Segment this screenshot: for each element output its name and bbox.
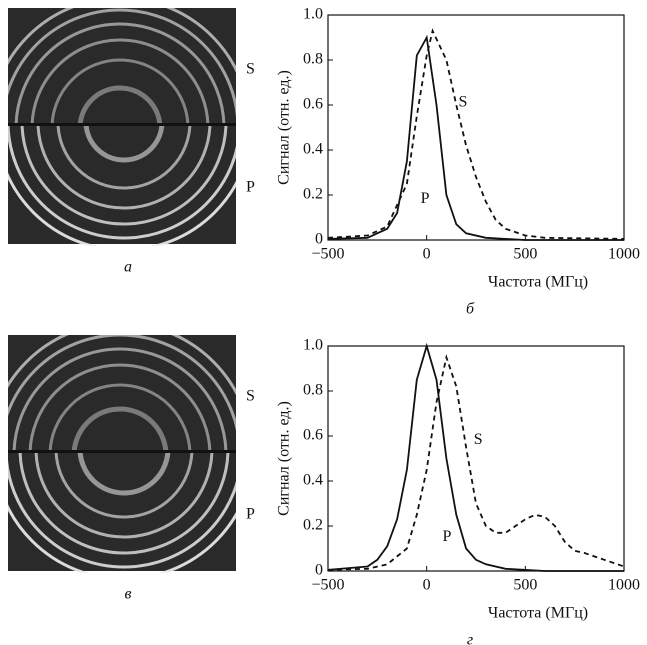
y-axis-label: Сигнал (отн. ед.) bbox=[276, 70, 293, 185]
caption: г bbox=[467, 632, 473, 645]
x-axis-label: Частота (МГц) bbox=[488, 605, 588, 622]
ring bbox=[71, 406, 169, 451]
interferogram bbox=[8, 335, 236, 573]
ring bbox=[50, 58, 190, 124]
x-tick-label: 1000 bbox=[608, 577, 640, 594]
x-tick-label: −500 bbox=[311, 577, 344, 594]
caption: в bbox=[125, 586, 132, 603]
ring bbox=[56, 126, 192, 190]
caption: б bbox=[466, 301, 475, 318]
series-line bbox=[327, 28, 625, 240]
ring bbox=[20, 126, 228, 226]
x-tick-label: 500 bbox=[513, 246, 537, 263]
ring bbox=[8, 8, 236, 118]
y-tick-label: 0.2 bbox=[303, 517, 323, 534]
y-tick-label: 1.0 bbox=[303, 6, 323, 23]
caption: а bbox=[124, 259, 132, 276]
x-tick-label: 0 bbox=[423, 246, 431, 263]
image-half bbox=[8, 335, 236, 451]
image-label: P bbox=[246, 506, 255, 523]
y-tick-label: 1.0 bbox=[303, 337, 323, 354]
ring bbox=[30, 38, 210, 124]
y-tick-label: 0.4 bbox=[303, 472, 323, 489]
image-label: S bbox=[246, 61, 255, 78]
x-tick-label: 1000 bbox=[608, 246, 640, 263]
x-tick-label: −500 bbox=[311, 246, 344, 263]
ring bbox=[8, 459, 236, 569]
ring bbox=[77, 85, 163, 124]
y-tick-label: 0.8 bbox=[303, 51, 323, 68]
plot-frame bbox=[327, 345, 625, 572]
split-line bbox=[8, 123, 236, 126]
image-label: S bbox=[246, 388, 255, 405]
x-tick-label: 0 bbox=[423, 577, 431, 594]
y-tick-label: 0.8 bbox=[303, 382, 323, 399]
image-half bbox=[8, 126, 236, 246]
ring bbox=[48, 383, 192, 451]
y-tick-label: 0.6 bbox=[303, 96, 323, 113]
ring bbox=[36, 126, 212, 210]
ring bbox=[18, 453, 230, 555]
ring bbox=[12, 347, 228, 451]
series-line bbox=[327, 353, 625, 571]
split-line bbox=[8, 450, 236, 453]
interferogram bbox=[8, 8, 236, 246]
ring bbox=[14, 22, 226, 124]
y-axis-label: Сигнал (отн. ед.) bbox=[276, 401, 293, 516]
ring bbox=[8, 126, 236, 240]
y-tick-label: 0.2 bbox=[303, 186, 323, 203]
y-tick-label: 0 bbox=[315, 562, 323, 579]
y-tick-label: 0.6 bbox=[303, 427, 323, 444]
y-tick-label: 0 bbox=[315, 231, 323, 248]
y-tick-label: 0.4 bbox=[303, 141, 323, 158]
ring bbox=[28, 363, 212, 451]
annotation: S bbox=[459, 93, 468, 110]
annotation: P bbox=[443, 528, 452, 545]
ring bbox=[34, 453, 214, 539]
ring bbox=[83, 126, 165, 163]
series-line bbox=[327, 342, 624, 572]
x-tick-label: 500 bbox=[513, 577, 537, 594]
image-label: P bbox=[246, 179, 255, 196]
x-axis-label: Частота (МГц) bbox=[488, 274, 588, 291]
image-half bbox=[8, 453, 236, 573]
image-half bbox=[8, 8, 236, 124]
ring bbox=[54, 453, 194, 519]
plot-frame bbox=[327, 14, 625, 241]
series-line bbox=[327, 34, 624, 241]
annotation: S bbox=[474, 431, 483, 448]
ring bbox=[77, 453, 171, 496]
annotation: P bbox=[421, 190, 430, 207]
